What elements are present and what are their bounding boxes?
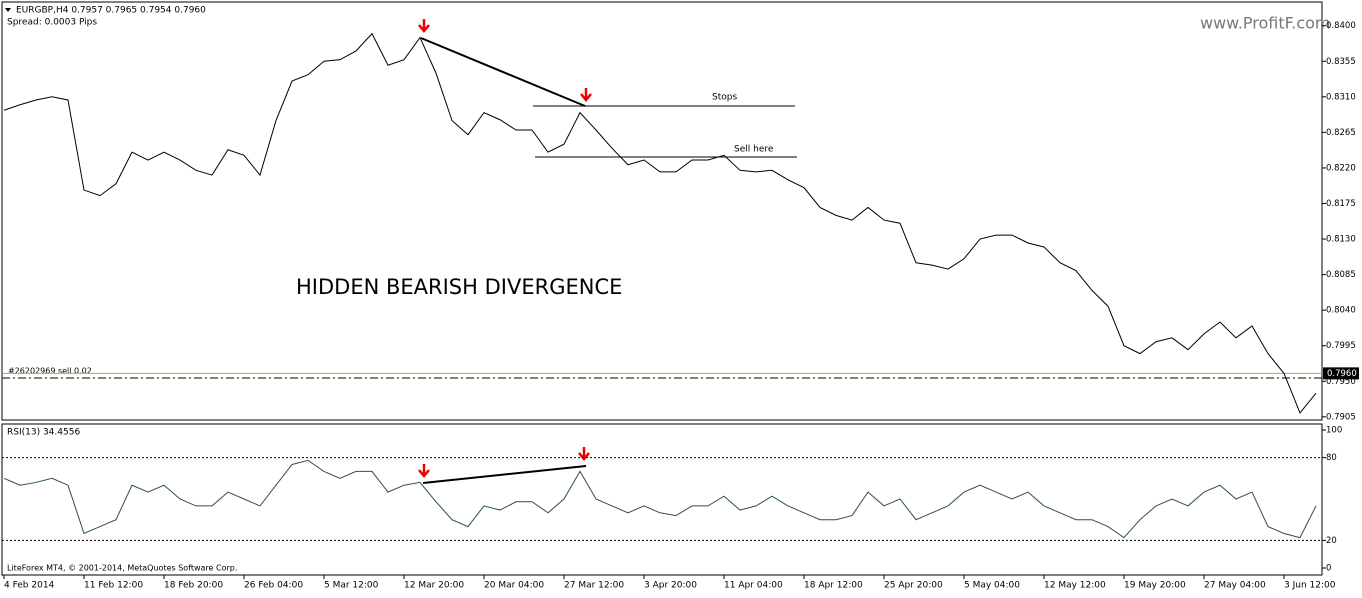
y-tick-label: 20 (1326, 536, 1337, 546)
x-tick-label: 3 Apr 20:00 (644, 581, 697, 591)
x-tick-label: 20 Mar 04:00 (484, 581, 544, 591)
chart-subtitle: Spread: 0.0003 Pips (7, 18, 97, 28)
arrows (418, 19, 592, 478)
price-tag-label: 0.7960 (1327, 369, 1357, 379)
y-tick-label: 0.8310 (1326, 92, 1356, 102)
y-tick-label: 100 (1326, 426, 1342, 436)
chart-title: EURGBP,H4 0.7957 0.7965 0.7954 0.7960 (16, 6, 206, 16)
x-tick-label: 27 Mar 12:00 (564, 581, 624, 591)
price-line (3, 459, 1317, 539)
trend-line (422, 465, 587, 484)
y-tick-label: 0.8220 (1326, 163, 1356, 173)
order-label: #26202969 sell 0.02 (8, 367, 92, 376)
annotation: Stops (712, 93, 737, 103)
watermark: www.ProfitF.com (1200, 14, 1331, 33)
y-tick-label: 0.8355 (1326, 57, 1356, 67)
x-tick-label: 12 May 12:00 (1044, 581, 1106, 591)
rsi-title: RSI(13) 34.4556 (7, 428, 80, 438)
y-tick-label: 0.8130 (1326, 235, 1356, 245)
x-tick-label: 19 May 20:00 (1124, 581, 1186, 591)
x-tick-label: 4 Feb 2014 (4, 581, 55, 591)
y-tick-label: 0.8265 (1326, 128, 1356, 138)
x-tick-label: 5 Mar 12:00 (324, 581, 379, 591)
y-tick-label: 0.8085 (1326, 270, 1356, 280)
y-tick-label: 0.7905 (1326, 412, 1356, 422)
x-tick-label: 26 Feb 04:00 (244, 581, 303, 591)
x-tick-label: 18 Apr 12:00 (804, 581, 863, 591)
price-tag (1323, 367, 1359, 380)
rsi-panel (1, 423, 1323, 576)
arrow (418, 19, 430, 33)
y-tick-label: 0.8175 (1326, 199, 1356, 209)
x-tick-label: 5 May 04:00 (964, 581, 1020, 591)
arrow (578, 447, 590, 461)
x-tick-label: 11 Feb 12:00 (84, 581, 143, 591)
price-line (3, 32, 1317, 414)
y-tick-label: 0.7995 (1326, 341, 1356, 351)
y-tick-label: 0.8400 (1326, 21, 1356, 31)
y-tick-label: 80 (1326, 453, 1337, 463)
arrow (418, 464, 430, 478)
y-tick-label: 0 (1326, 564, 1331, 574)
x-tick-label: 18 Feb 20:00 (164, 581, 223, 591)
arrow (580, 88, 592, 102)
x-tick-label: 25 Apr 20:00 (884, 581, 943, 591)
footer: LiteForex MT4, © 2001-2014, MetaQuotes S… (7, 564, 237, 573)
annotation: HIDDEN BEARISH DIVERGENCE (296, 275, 622, 299)
menu-icon (5, 8, 11, 12)
x-tick-label: 3 Jun 12:00 (1284, 581, 1336, 591)
x-tick-label: 12 Mar 20:00 (404, 581, 464, 591)
y-tick-label: 0.7950 (1326, 377, 1356, 387)
annotation: Sell here (734, 145, 774, 155)
x-tick-label: 11 Apr 04:00 (724, 581, 783, 591)
trend-line (420, 37, 586, 107)
price-panel (1, 1, 1323, 421)
x-tick-label: 27 May 04:00 (1204, 581, 1266, 591)
y-tick-label: 0.8040 (1326, 306, 1356, 316)
